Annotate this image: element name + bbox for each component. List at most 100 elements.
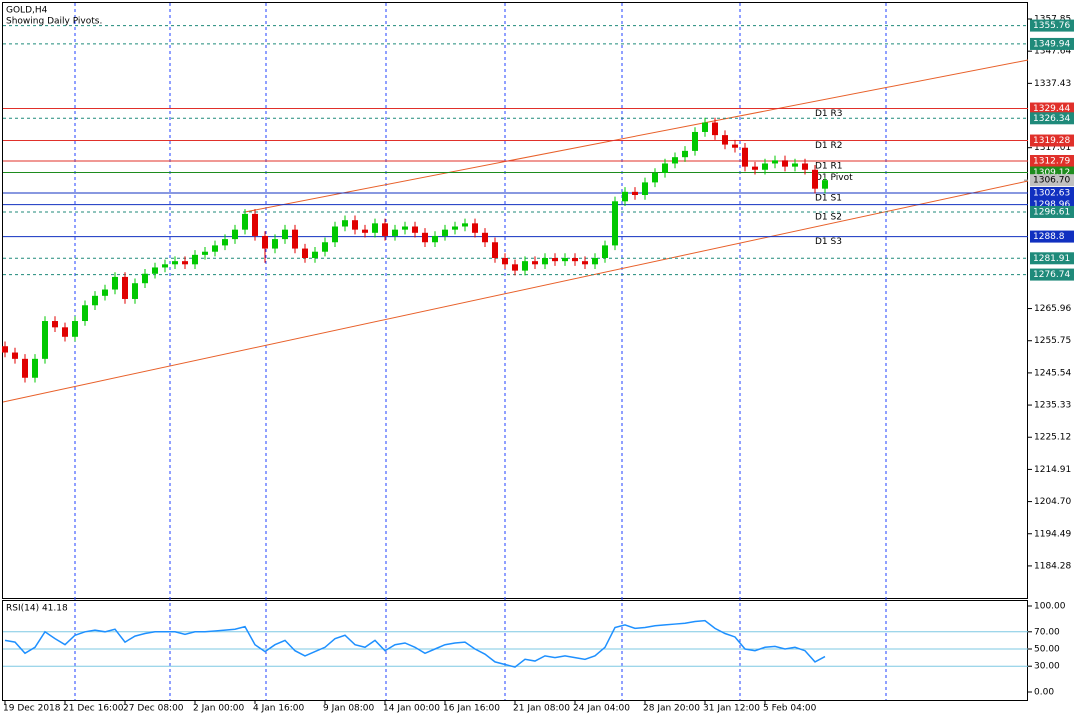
- candle-body: [72, 321, 78, 337]
- candle-body: [262, 235, 268, 249]
- level-tag-label: 1326.34: [1033, 114, 1070, 124]
- y-tick-label: 70.00: [1034, 627, 1060, 637]
- candle-body: [732, 144, 738, 148]
- x-tick-label: 21 Dec 16:00: [63, 704, 124, 714]
- level-tag-label: 1276.74: [1033, 270, 1070, 280]
- candle-body: [222, 239, 228, 246]
- y-tick-label: 1255.75: [1034, 336, 1071, 346]
- candle-body: [522, 261, 528, 271]
- x-tick-label: 5 Feb 04:00: [763, 704, 817, 714]
- candle-body: [442, 229, 448, 236]
- candle-body: [692, 131, 698, 151]
- rsi-title: RSI(14) 41.18: [6, 604, 68, 614]
- candle-body: [282, 229, 288, 240]
- x-tick-label: 21 Jan 08:00: [513, 704, 570, 714]
- level-tag-label: 1296.61: [1033, 207, 1070, 217]
- chart-subtitle: Showing Daily Pivots.: [6, 17, 102, 27]
- candle-body: [752, 166, 758, 170]
- level-name: D1 Pivot: [815, 173, 853, 183]
- level-tag: [1030, 205, 1074, 218]
- candle-body: [82, 305, 88, 322]
- x-tick-label: 31 Jan 12:00: [703, 704, 760, 714]
- candle-body: [242, 213, 248, 230]
- candle-body: [642, 182, 648, 195]
- candle-body: [362, 229, 368, 233]
- candle-body: [2, 346, 8, 353]
- candle-body: [482, 232, 488, 243]
- x-tick-label: 16 Jan 16:00: [443, 704, 500, 714]
- candle-body: [502, 258, 508, 265]
- candle-body: [582, 261, 588, 265]
- candle-body: [682, 150, 688, 158]
- candle-body: [652, 172, 658, 183]
- level-tag: [1030, 268, 1074, 281]
- candle-body: [462, 223, 468, 227]
- candle-body: [182, 261, 188, 265]
- x-tick-label: 24 Jan 04:00: [573, 704, 630, 714]
- candle-body: [32, 358, 38, 378]
- candle-body: [382, 223, 388, 236]
- y-tick-label: 1265.96: [1034, 304, 1071, 314]
- candle-body: [432, 235, 438, 243]
- x-tick-label: 4 Jan 16:00: [253, 704, 305, 714]
- chart-title: GOLD,H4: [6, 6, 48, 16]
- candle-body: [342, 220, 348, 227]
- candle-body: [102, 289, 108, 296]
- candle-body: [552, 258, 558, 262]
- candle-body: [632, 191, 638, 195]
- candle-body: [612, 201, 618, 246]
- level-tag-label: 1288.8: [1033, 232, 1065, 242]
- candle-body: [212, 245, 218, 252]
- level-tag-label: 1349.94: [1033, 39, 1070, 49]
- candle-body: [12, 352, 18, 359]
- candle-body: [152, 267, 158, 274]
- candle-body: [142, 273, 148, 284]
- candle-body: [42, 321, 48, 359]
- candle-body: [802, 163, 808, 170]
- candle-body: [542, 258, 548, 265]
- y-tick-label: 1194.49: [1034, 529, 1071, 539]
- y-tick-label: 1225.12: [1034, 433, 1071, 443]
- level-tag: [1030, 112, 1074, 125]
- candle-body: [472, 223, 478, 233]
- price-panel: [2, 2, 1028, 599]
- x-tick-label: 2 Jan 00:00: [193, 704, 245, 714]
- candle-body: [232, 229, 238, 240]
- candle-body: [302, 248, 308, 259]
- level-tag-label: 1281.91: [1033, 254, 1070, 264]
- candle-body: [812, 169, 818, 189]
- y-tick-label: 1214.91: [1034, 465, 1071, 475]
- candle-body: [512, 264, 518, 271]
- candle-body: [112, 276, 118, 290]
- candle-body: [722, 135, 728, 145]
- level-name: D1 S1: [815, 194, 842, 204]
- y-tick-label: 1245.54: [1034, 368, 1071, 378]
- candle-body: [22, 358, 28, 378]
- candle-body: [52, 321, 58, 328]
- level-name: D1 R3: [815, 109, 843, 119]
- candle-body: [562, 258, 568, 262]
- candle-body: [422, 232, 428, 243]
- candle-body: [322, 242, 328, 252]
- level-tag: [1030, 102, 1074, 115]
- x-tick-label: 27 Dec 08:00: [123, 704, 184, 714]
- candle-body: [662, 163, 668, 173]
- level-tag: [1030, 187, 1074, 200]
- level-tag: [1030, 252, 1074, 265]
- level-tag-label: 1309.12: [1033, 168, 1070, 178]
- rsi-line: [4, 619, 826, 668]
- candle-body: [412, 226, 418, 233]
- x-tick-label: 19 Dec 2018: [3, 704, 61, 714]
- candle-body: [202, 251, 208, 255]
- candle-body: [592, 258, 598, 265]
- candle-body: [602, 245, 608, 259]
- level-tag-label: 1298.96: [1033, 200, 1070, 210]
- candle-body: [372, 223, 378, 233]
- level-tag: [1030, 37, 1074, 50]
- candle-body: [702, 122, 708, 132]
- level-name: D1 S3: [815, 237, 842, 247]
- candle-body: [62, 327, 68, 337]
- candle-body: [622, 191, 628, 202]
